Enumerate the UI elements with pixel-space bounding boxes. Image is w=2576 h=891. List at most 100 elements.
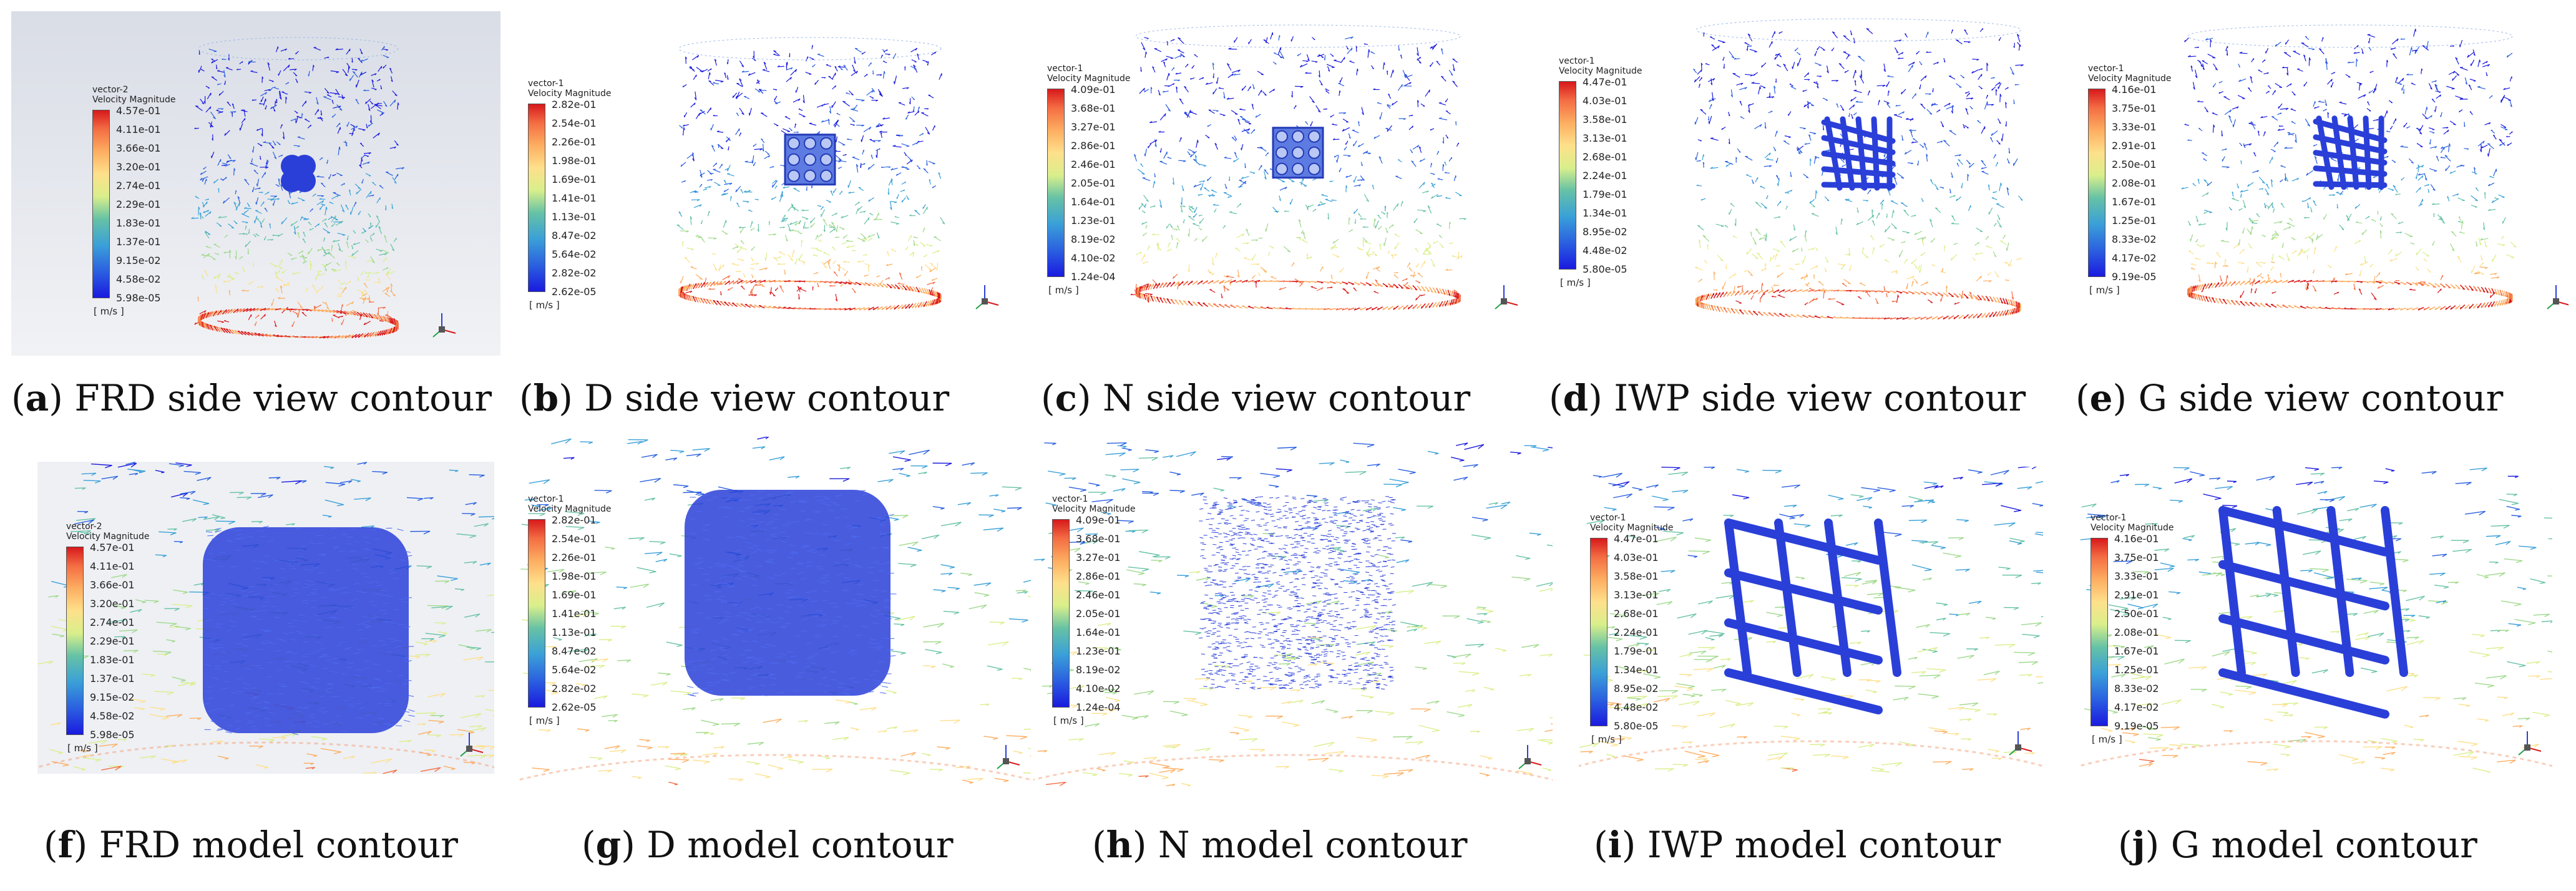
legend-tick: 4.10e-02	[1076, 683, 1121, 694]
legend-tick: 1.64e-01	[1071, 196, 1116, 208]
legend-tick: 3.13e-01	[1614, 589, 1659, 601]
legend-tick: 2.91e-01	[2112, 140, 2157, 152]
legend-tick: 4.16e-01	[2114, 533, 2159, 545]
legend-unit: [ m/s ]	[94, 306, 124, 317]
legend-tick: 2.46e-01	[1076, 589, 1121, 601]
legend-tick: 2.68e-01	[1614, 608, 1659, 620]
legend: vector-1 Velocity Magnitude 4.09e-01 3.68e-…	[1052, 494, 1146, 731]
legend-subtitle: Velocity Magnitude	[1047, 74, 1131, 84]
legend-subtitle: Velocity Magnitude	[528, 504, 612, 514]
legend-tick: 8.95e-02	[1614, 683, 1659, 694]
legend-tick: 1.67e-01	[2112, 196, 2157, 208]
legend-subtitle: Velocity Magnitude	[1590, 523, 1674, 533]
legend-tick: 3.20e-01	[90, 598, 135, 610]
panel-b-d-side-view: vector-1 Velocity Magnitude 2.82e-01 2.54e-…	[517, 11, 1011, 356]
panel-j-g-model: vector-1 Velocity Magnitude 4.16e-01 3.75e-…	[2079, 467, 2552, 772]
caption-c: (c) N side view contour	[1041, 377, 1471, 419]
legend-tick: 4.11e-01	[90, 560, 135, 572]
caption-b: (b) D side view contour	[519, 377, 950, 419]
legend-tick: 4.03e-01	[1583, 95, 1627, 107]
legend-tick: 3.68e-01	[1071, 102, 1116, 114]
legend-tick: 2.68e-01	[1583, 151, 1627, 163]
legend-tick: 9.15e-02	[116, 255, 161, 266]
legend-tick: 2.54e-01	[552, 533, 597, 545]
panel-f-frd-model: vector-2 Velocity Magnitude 4.57e-01 4.11e-…	[37, 462, 494, 774]
legend-title: vector-1	[1559, 56, 1595, 66]
legend-tick: 8.47e-02	[552, 230, 597, 241]
legend-tick: 8.33e-02	[2112, 233, 2157, 245]
legend-unit: [ m/s ]	[1053, 715, 1084, 726]
legend-tick: 5.64e-02	[552, 248, 597, 260]
color-bar	[528, 519, 545, 708]
legend: vector-1 Velocity Magnitude 4.09e-01 3.68e-…	[1047, 64, 1141, 301]
legend-tick: 2.05e-01	[1076, 608, 1121, 620]
legend-title: vector-1	[1047, 64, 1083, 74]
legend-tick: 3.33e-01	[2112, 121, 2157, 133]
legend-tick: 4.47e-01	[1614, 533, 1659, 545]
caption-j: (j) G model contour	[2118, 824, 2477, 866]
legend-tick: 9.19e-05	[2112, 271, 2157, 283]
legend-tick: 4.57e-01	[116, 105, 161, 117]
panel-c-n-side-view: vector-1 Velocity Magnitude 4.09e-01 3.68e-…	[1036, 11, 1529, 356]
legend-tick: 1.34e-01	[1583, 207, 1627, 219]
legend-tick: 5.98e-05	[90, 729, 135, 741]
legend-title: vector-1	[1052, 494, 1088, 504]
color-bar	[1047, 89, 1065, 277]
legend-tick: 3.75e-01	[2114, 552, 2159, 563]
legend-tick: 8.95e-02	[1583, 226, 1627, 238]
legend-tick: 3.58e-01	[1583, 114, 1627, 125]
legend-title: vector-1	[528, 494, 564, 504]
legend-tick: 4.48e-02	[1614, 701, 1659, 713]
legend-unit: [ m/s ]	[1048, 285, 1079, 296]
legend-tick: 1.79e-01	[1614, 645, 1659, 657]
model-vector-field	[1579, 467, 2043, 772]
legend-tick: 2.26e-01	[552, 136, 597, 148]
legend-tick: 1.98e-01	[552, 570, 597, 582]
legend-tick: 2.05e-01	[1071, 177, 1116, 189]
caption-g: (g) D model contour	[582, 824, 954, 866]
legend-tick: 1.83e-01	[116, 217, 161, 229]
legend-tick: 1.34e-01	[1614, 664, 1659, 676]
color-bar	[2091, 538, 2108, 726]
color-bar	[1052, 519, 1070, 708]
legend-tick: 2.29e-01	[90, 635, 135, 647]
legend-unit: [ m/s ]	[2092, 734, 2122, 745]
legend-tick: 2.74e-01	[116, 180, 161, 192]
cylinder-vector-field	[1130, 24, 1518, 311]
legend-tick: 4.47e-01	[1583, 76, 1627, 88]
cylinder-vector-field	[676, 37, 999, 311]
legend-tick: 1.69e-01	[552, 173, 597, 185]
cylinder-vector-field	[191, 37, 456, 339]
legend-tick: 4.16e-01	[2112, 84, 2157, 95]
legend-tick: 4.57e-01	[90, 542, 135, 553]
panel-g-d-model: vector-1 Velocity Magnitude 2.82e-01 2.54e-…	[519, 437, 1031, 786]
legend-tick: 2.26e-01	[552, 552, 597, 563]
legend-tick: 1.98e-01	[552, 155, 597, 167]
legend-unit: [ m/s ]	[2089, 285, 2120, 296]
legend-tick: 4.09e-01	[1076, 514, 1121, 526]
legend-tick: 1.25e-01	[2112, 215, 2157, 226]
legend-tick: 3.66e-01	[90, 579, 135, 591]
legend-tick: 2.82e-01	[552, 99, 597, 110]
legend-tick: 4.58e-02	[116, 273, 161, 285]
legend-title: vector-1	[2088, 64, 2124, 74]
legend-tick: 4.58e-02	[90, 710, 135, 722]
legend-tick: 5.80e-05	[1614, 720, 1659, 732]
legend-tick: 5.64e-02	[552, 664, 597, 676]
legend-tick: 3.27e-01	[1071, 121, 1116, 133]
legend-tick: 2.86e-01	[1071, 140, 1116, 152]
legend-tick: 2.82e-02	[552, 683, 597, 694]
cylinder-vector-field	[2181, 24, 2569, 311]
legend-unit: [ m/s ]	[67, 742, 98, 754]
legend-title: vector-2	[92, 85, 129, 95]
caption-i: (i) IWP model contour	[1594, 824, 2001, 866]
legend-tick: 1.41e-01	[552, 608, 597, 620]
model-vector-field	[2079, 467, 2552, 772]
legend-tick: 1.24e-04	[1071, 271, 1116, 283]
legend-unit: [ m/s ]	[529, 299, 560, 311]
legend-subtitle: Velocity Magnitude	[2088, 74, 2172, 84]
legend-tick: 3.68e-01	[1076, 533, 1121, 545]
legend-tick: 3.66e-01	[116, 142, 161, 154]
legend-tick: 1.23e-01	[1076, 645, 1121, 657]
panel-i-iwp-model: vector-1 Velocity Magnitude 4.47e-01 4.03e-…	[1579, 467, 2043, 772]
